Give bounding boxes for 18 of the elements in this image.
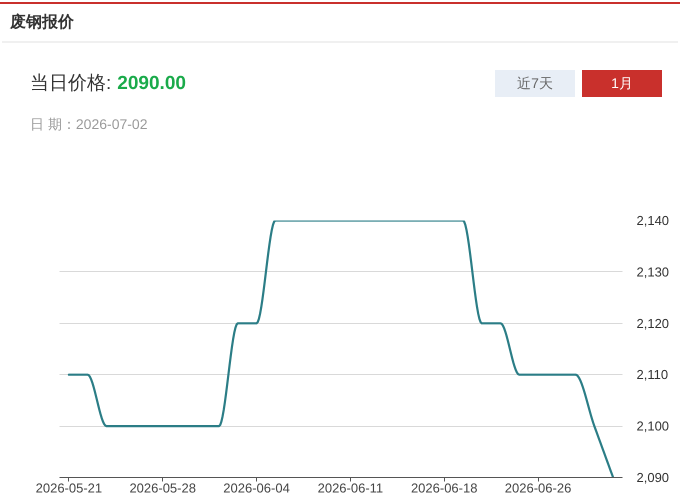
x-tick-label: 2026-06-04 xyxy=(223,480,290,496)
x-tick-label: 2026-06-11 xyxy=(318,480,384,496)
x-tick-label: 2026-05-28 xyxy=(129,480,196,496)
y-tick-label: 2,120 xyxy=(636,316,670,331)
chart-title: 废钢报价 xyxy=(10,12,74,33)
text: 2090.00 xyxy=(117,73,186,94)
y-tick-label: 2,100 xyxy=(636,418,670,434)
y-tick-label: 2,110 xyxy=(636,367,668,382)
y-tick-label: 2,130 xyxy=(636,264,670,280)
x-tick-label: 2026-05-21 xyxy=(36,480,102,496)
text: 1月 xyxy=(582,70,662,97)
text: 近7天 xyxy=(495,70,575,97)
text: 当日价格: xyxy=(30,73,112,94)
y-tick-label: 2,140 xyxy=(636,213,670,228)
text: 日 期：2026-07-02 xyxy=(30,115,148,134)
x-tick-label: 2026-06-26 xyxy=(504,480,572,496)
y-tick-label: 2,090 xyxy=(636,470,670,485)
x-tick-label: 2026-06-18 xyxy=(410,480,478,496)
